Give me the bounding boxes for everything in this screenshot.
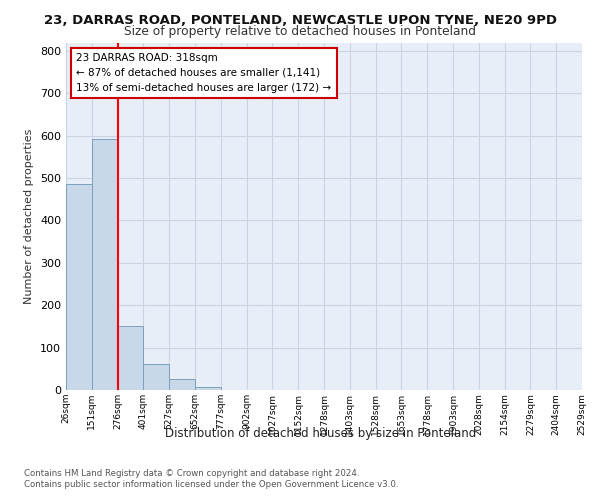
Bar	[195, 386, 221, 390]
Bar	[66, 184, 92, 390]
Bar	[143, 364, 169, 390]
Text: Distribution of detached houses by size in Ponteland: Distribution of detached houses by size …	[166, 428, 476, 440]
Y-axis label: Number of detached properties: Number of detached properties	[25, 128, 34, 304]
Bar	[169, 380, 195, 390]
Text: 23 DARRAS ROAD: 318sqm
← 87% of detached houses are smaller (1,141)
13% of semi-: 23 DARRAS ROAD: 318sqm ← 87% of detached…	[76, 53, 331, 92]
Bar	[92, 139, 118, 390]
Text: Size of property relative to detached houses in Ponteland: Size of property relative to detached ho…	[124, 25, 476, 38]
Text: Contains HM Land Registry data © Crown copyright and database right 2024.: Contains HM Land Registry data © Crown c…	[24, 469, 359, 478]
Text: 23, DARRAS ROAD, PONTELAND, NEWCASTLE UPON TYNE, NE20 9PD: 23, DARRAS ROAD, PONTELAND, NEWCASTLE UP…	[44, 14, 557, 27]
Bar	[118, 326, 143, 390]
Text: Contains public sector information licensed under the Open Government Licence v3: Contains public sector information licen…	[24, 480, 398, 489]
